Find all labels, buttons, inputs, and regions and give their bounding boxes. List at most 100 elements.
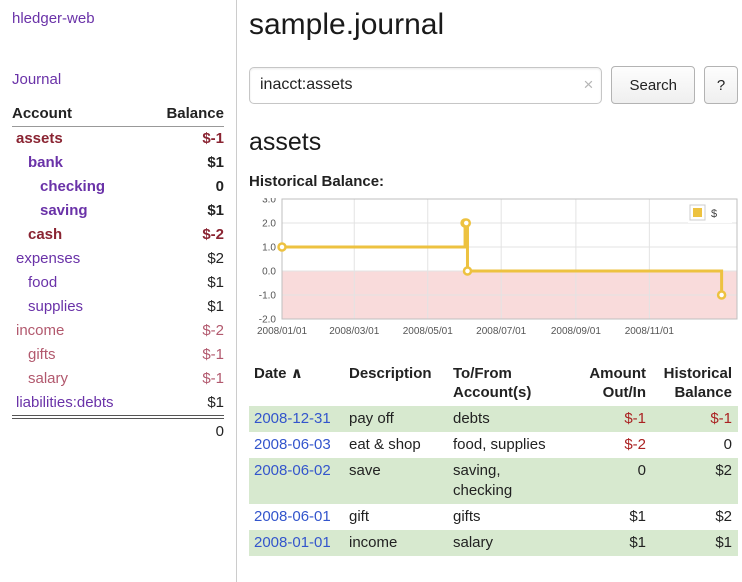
account-row: income $-2 [12,319,224,343]
historical-balance-line-chart: 3.02.01.00.0-1.0-2.02008/01/012008/03/01… [249,198,738,346]
account-row: saving $1 [12,199,224,223]
date-header-label: Date [254,365,287,382]
account-link[interactable]: liabilities:debts [12,394,114,411]
transaction-date-link[interactable]: 2008-01-01 [254,534,331,551]
register-table-body: 2008-12-31pay offdebts$-1$-12008-06-03ea… [249,406,738,556]
search-input-wrap: × [249,67,602,104]
register-row: 2008-06-01giftgifts$1$2 [249,504,738,530]
register-accounts-cell: salary [448,530,576,556]
accounts-header-balance: Balance [147,102,224,127]
accounts-total-row: 0 [12,417,224,444]
register-row: 2008-06-02savesaving,checking0$2 [249,458,738,504]
account-name-cell: food [12,271,147,295]
account-balance: $-1 [147,367,224,391]
account-link[interactable]: gifts [12,346,56,363]
account-name-cell: income [12,319,147,343]
account-balance: $1 [147,391,224,417]
svg-text:2008/07/01: 2008/07/01 [476,326,526,337]
account-link[interactable]: income [12,322,64,339]
register-accounts-cell: debts [448,406,576,432]
account-balance: $-2 [147,319,224,343]
search-bar: × Search ? [249,66,738,104]
account-row: assets $-1 [12,127,224,152]
register-table: Date ∧ Description To/From Account(s) Am… [249,362,738,556]
search-button[interactable]: Search [611,66,695,104]
account-link[interactable]: checking [12,178,105,195]
register-header-account: To/From Account(s) [448,362,576,406]
account-link[interactable]: assets [12,130,63,147]
help-button[interactable]: ? [704,66,738,104]
register-date-cell: 2008-12-31 [249,406,344,432]
account-balance: $1 [147,271,224,295]
register-accounts-cell: food, supplies [448,432,576,458]
account-name-cell: bank [12,151,147,175]
register-date-cell: 2008-06-02 [249,458,344,504]
account-link[interactable]: cash [12,226,62,243]
account-row: supplies $1 [12,295,224,319]
account-link[interactable]: bank [12,154,63,171]
account-balance: $2 [147,247,224,271]
register-amount-cell: 0 [576,458,652,504]
clear-search-icon[interactable]: × [584,75,594,95]
register-header-date[interactable]: Date ∧ [249,362,344,406]
sidebar: hledger-web Journal Account Balance asse… [0,0,237,582]
register-amount-cell: $-1 [576,406,652,432]
account-name-cell: supplies [12,295,147,319]
app-title-link[interactable]: hledger-web [12,10,224,27]
account-link[interactable]: food [12,274,57,291]
chart-title: Historical Balance: [249,173,738,190]
svg-text:2008/03/01: 2008/03/01 [329,326,379,337]
register-description-cell: save [344,458,448,504]
balance-chart: 3.02.01.00.0-1.0-2.02008/01/012008/03/01… [249,198,738,346]
account-balance: $1 [147,295,224,319]
register-row: 2008-12-31pay offdebts$-1$-1 [249,406,738,432]
account-balance: $1 [147,151,224,175]
account-row: liabilities:debts $1 [12,391,224,417]
register-description-cell: eat & shop [344,432,448,458]
register-row: 2008-06-03eat & shopfood, supplies$-20 [249,432,738,458]
register-accounts-cell: saving,checking [448,458,576,504]
search-input[interactable] [249,67,602,104]
account-name-cell: salary [12,367,147,391]
svg-text:2.0: 2.0 [262,219,276,230]
account-balance: $-2 [147,223,224,247]
svg-text:0.0: 0.0 [262,267,276,278]
account-name-cell: liabilities:debts [12,391,147,417]
register-description-cell: gift [344,504,448,530]
account-balance: $-1 [147,343,224,367]
register-accounts-cell: gifts [448,504,576,530]
account-name-cell: gifts [12,343,147,367]
account-row: gifts $-1 [12,343,224,367]
svg-text:2008/01/01: 2008/01/01 [257,326,307,337]
register-balance-cell: $2 [652,504,738,530]
account-row: bank $1 [12,151,224,175]
svg-text:3.0: 3.0 [262,198,276,206]
account-link[interactable]: supplies [12,298,83,315]
transaction-date-link[interactable]: 2008-06-02 [254,462,331,479]
account-row: expenses $2 [12,247,224,271]
svg-text:2008/11/01: 2008/11/01 [625,326,675,337]
account-name-cell: checking [12,175,147,199]
register-description-cell: pay off [344,406,448,432]
account-name-cell: assets [12,127,147,152]
accounts-table: Account Balance assets$-1bank$1checking0… [12,102,224,444]
accounts-total-balance: 0 [147,417,224,444]
accounts-table-body: assets$-1bank$1checking0saving$1cash$-2e… [12,127,224,418]
register-header-amount: Amount Out/In [576,362,652,406]
transaction-date-link[interactable]: 2008-06-03 [254,436,331,453]
transaction-date-link[interactable]: 2008-06-01 [254,508,331,525]
account-link[interactable]: salary [12,370,68,387]
account-balance: $1 [147,199,224,223]
register-header-description: Description [344,362,448,406]
account-link[interactable]: saving [12,202,88,219]
account-balance: $-1 [147,127,224,152]
register-date-cell: 2008-06-03 [249,432,344,458]
journal-link[interactable]: Journal [12,71,224,88]
account-name-cell: expenses [12,247,147,271]
svg-text:2008/05/01: 2008/05/01 [403,326,453,337]
transaction-date-link[interactable]: 2008-12-31 [254,410,331,427]
register-description-cell: income [344,530,448,556]
account-link[interactable]: expenses [12,250,80,267]
svg-text:1.0: 1.0 [262,243,276,254]
register-balance-cell: 0 [652,432,738,458]
